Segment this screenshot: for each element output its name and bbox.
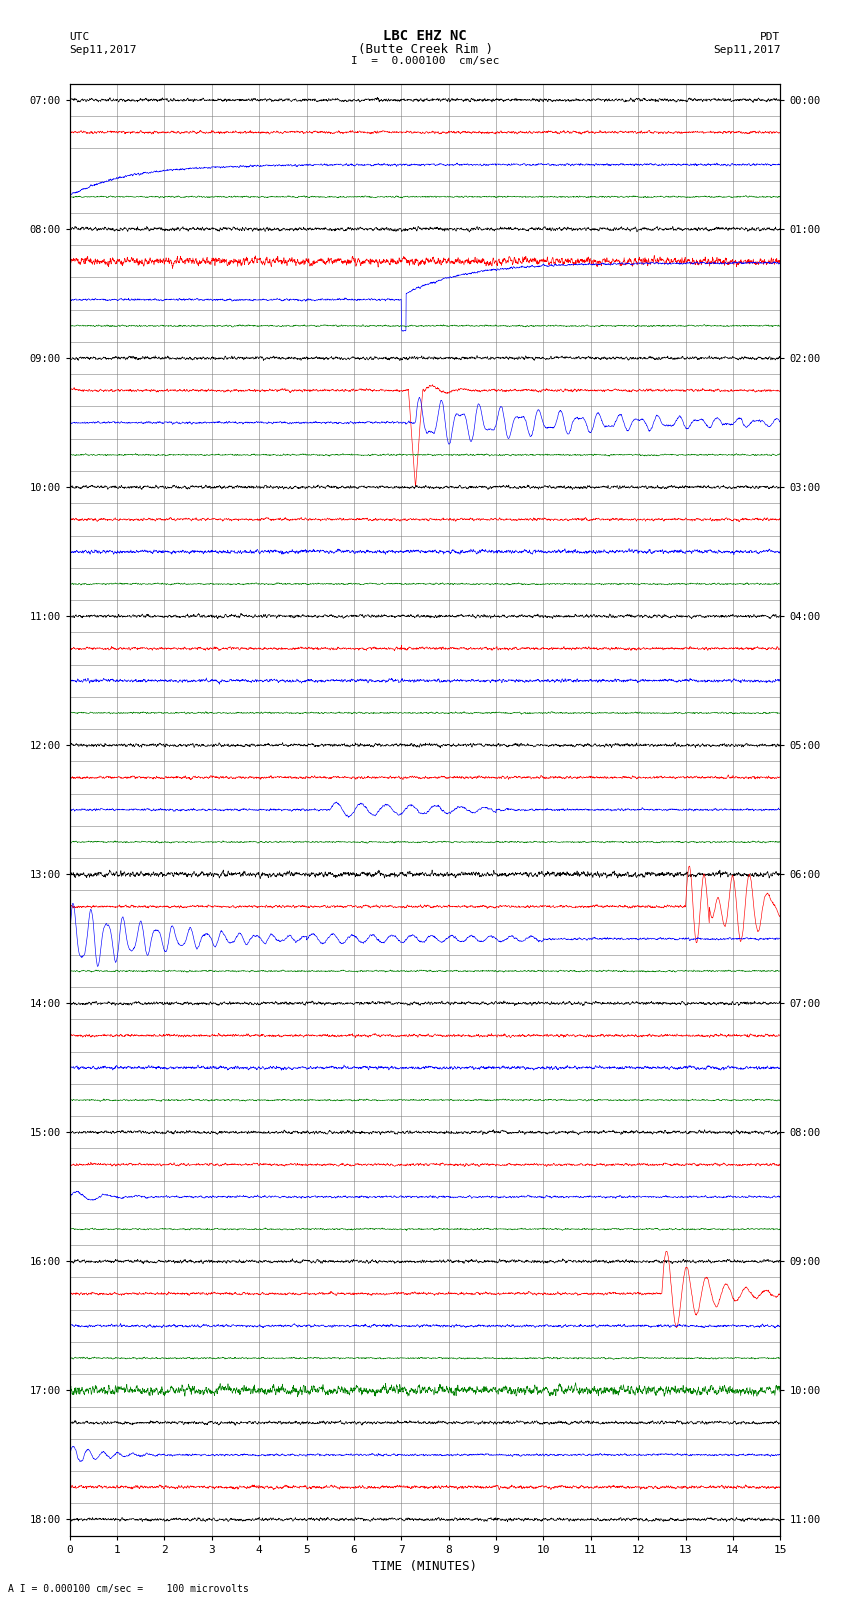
Text: Sep11,2017: Sep11,2017 bbox=[70, 45, 137, 55]
Text: I  =  0.000100  cm/sec: I = 0.000100 cm/sec bbox=[351, 56, 499, 66]
Text: A I = 0.000100 cm/sec =    100 microvolts: A I = 0.000100 cm/sec = 100 microvolts bbox=[8, 1584, 249, 1594]
X-axis label: TIME (MINUTES): TIME (MINUTES) bbox=[372, 1560, 478, 1573]
Text: PDT: PDT bbox=[760, 32, 780, 42]
Text: LBC EHZ NC: LBC EHZ NC bbox=[383, 29, 467, 44]
Text: UTC: UTC bbox=[70, 32, 90, 42]
Text: (Butte Creek Rim ): (Butte Creek Rim ) bbox=[358, 42, 492, 56]
Text: Sep11,2017: Sep11,2017 bbox=[713, 45, 780, 55]
